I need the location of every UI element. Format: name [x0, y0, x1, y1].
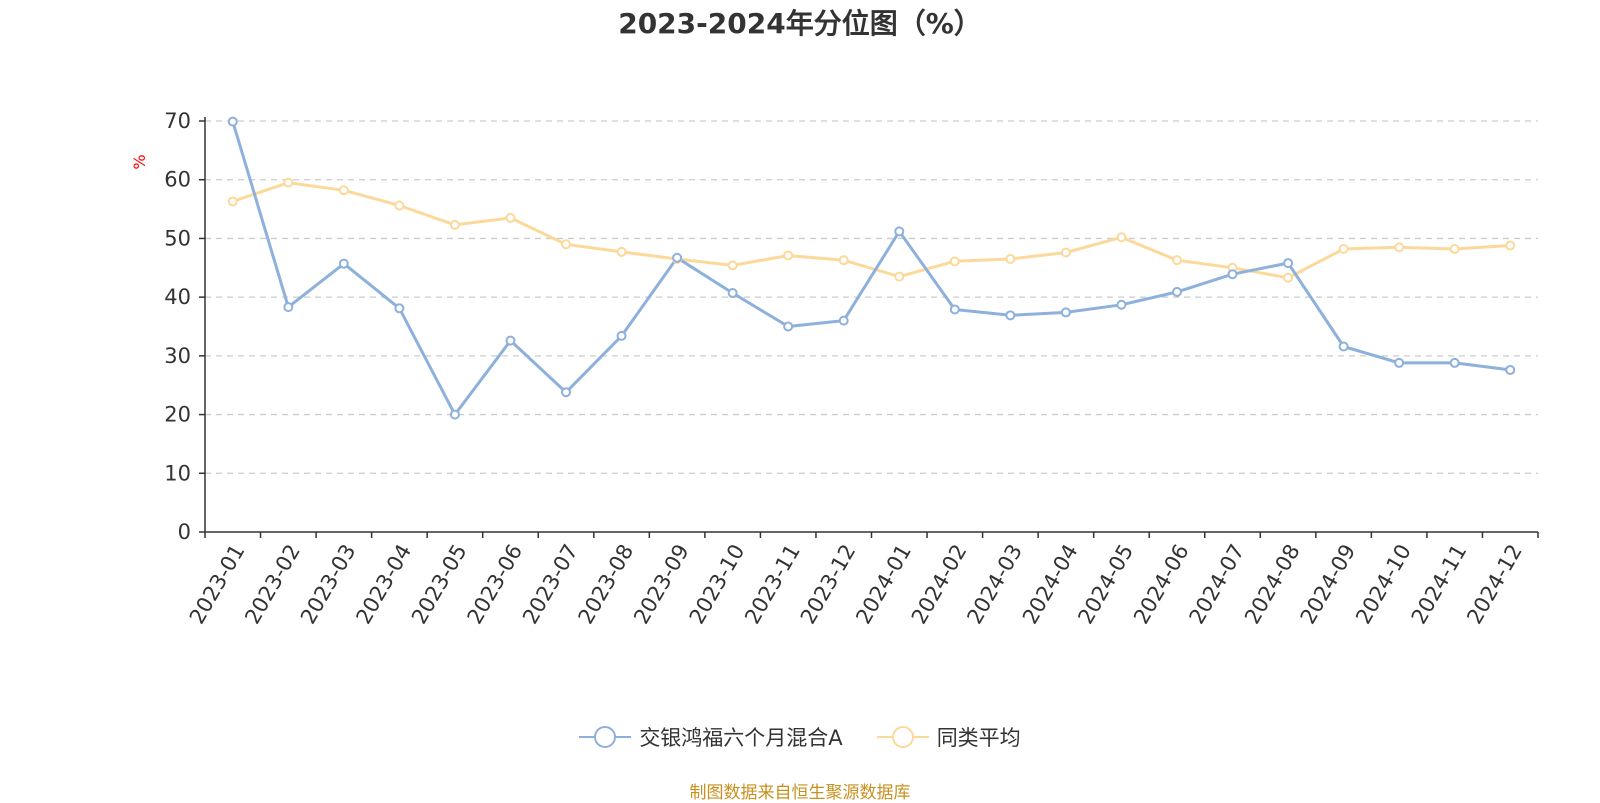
data-point-series-2[interactable] [1449, 243, 1460, 254]
data-point-series-1[interactable] [672, 252, 683, 263]
data-point-series-2[interactable] [449, 219, 460, 230]
data-point-series-2[interactable] [727, 260, 738, 271]
legend-item-series-1[interactable]: 交银鸿福六个月混合A [579, 722, 843, 752]
data-point-series-1[interactable] [283, 302, 294, 313]
x-tick-label: 2023-11 [740, 540, 805, 628]
x-tick-label: 2024-03 [962, 540, 1027, 628]
data-point-series-2[interactable] [838, 255, 849, 266]
x-tick-label: 2024-08 [1240, 540, 1305, 628]
x-tick-label: 2024-02 [907, 540, 972, 628]
data-point-series-1[interactable] [894, 226, 905, 237]
data-point-series-1[interactable] [227, 116, 238, 127]
data-point-series-2[interactable] [616, 246, 627, 257]
x-tick-label: 2024-10 [1351, 540, 1416, 628]
data-point-series-2[interactable] [1060, 247, 1071, 258]
data-point-series-2[interactable] [1171, 255, 1182, 266]
x-tick-label: 2024-07 [1185, 540, 1250, 628]
x-tick-label: 2023-03 [296, 540, 361, 628]
x-tick-label: 2023-04 [351, 540, 416, 628]
x-tick-label: 2024-05 [1073, 540, 1138, 628]
x-tick-label: 2024-01 [851, 540, 916, 628]
data-point-series-2[interactable] [394, 200, 405, 211]
data-point-series-1[interactable] [1005, 310, 1016, 321]
data-point-series-1[interactable] [1171, 286, 1182, 297]
data-point-series-1[interactable] [1116, 299, 1127, 310]
y-tick-label: 60 [164, 168, 191, 192]
x-tick-label: 2024-12 [1462, 540, 1527, 628]
x-tick-label: 2023-09 [629, 540, 694, 628]
data-point-series-1[interactable] [1394, 357, 1405, 368]
legend: 交银鸿福六个月混合A 同类平均 [0, 722, 1600, 752]
data-point-series-2[interactable] [561, 239, 572, 250]
data-point-series-1[interactable] [1227, 269, 1238, 280]
data-point-series-1[interactable] [838, 315, 849, 326]
data-point-series-1[interactable] [1283, 258, 1294, 269]
data-point-series-2[interactable] [1005, 253, 1016, 264]
data-point-series-1[interactable] [449, 409, 460, 420]
data-point-series-1[interactable] [949, 304, 960, 315]
x-tick-label: 2024-11 [1407, 540, 1472, 628]
x-tick-label: 2023-02 [240, 540, 305, 628]
data-point-series-1[interactable] [338, 258, 349, 269]
y-tick-label: 70 [164, 109, 191, 133]
data-point-series-2[interactable] [505, 212, 516, 223]
data-point-series-2[interactable] [894, 271, 905, 282]
series-line-2 [232, 181, 1511, 280]
y-axis-label: % [130, 154, 149, 169]
legend-label-series-1: 交银鸿福六个月混合A [639, 726, 843, 750]
x-tick-label: 2023-05 [407, 540, 472, 628]
legend-symbol-series-1-icon [579, 723, 632, 751]
axes: 0102030405060702023-012023-022023-032023… [164, 109, 1539, 628]
data-point-series-1[interactable] [783, 321, 794, 332]
data-point-series-2[interactable] [949, 256, 960, 267]
data-point-series-2[interactable] [1283, 272, 1294, 283]
legend-label-series-2: 同类平均 [936, 726, 1021, 750]
data-point-series-1[interactable] [505, 335, 516, 346]
source-note: 制图数据来自恒生聚源数据库 [689, 783, 911, 803]
grid-lines [205, 120, 1538, 474]
data-point-series-1[interactable] [1060, 307, 1071, 318]
data-point-series-1[interactable] [1505, 364, 1516, 375]
line-chart: 0102030405060702023-012023-022023-032023… [130, 109, 1539, 628]
legend-item-series-2[interactable]: 同类平均 [876, 722, 1021, 752]
data-point-series-2[interactable] [1505, 240, 1516, 251]
y-tick-label: 20 [164, 403, 191, 427]
data-point-series-2[interactable] [783, 250, 794, 261]
data-point-series-1[interactable] [727, 288, 738, 299]
y-tick-label: 50 [164, 226, 191, 250]
data-point-series-1[interactable] [394, 303, 405, 314]
data-point-series-2[interactable] [1116, 232, 1127, 243]
data-point-series-2[interactable] [1338, 243, 1349, 254]
y-tick-label: 30 [164, 344, 191, 368]
y-tick-label: 40 [164, 285, 191, 309]
y-tick-label: 10 [164, 461, 191, 485]
x-tick-label: 2024-04 [1018, 540, 1083, 628]
y-tick-label: 0 [178, 520, 191, 544]
data-point-series-1[interactable] [616, 330, 627, 341]
series-line-1 [231, 121, 1511, 417]
x-tick-label: 2023-01 [185, 540, 250, 628]
x-tick-label: 2023-10 [685, 540, 750, 628]
data-point-series-1[interactable] [561, 387, 572, 398]
x-tick-label: 2024-06 [1129, 540, 1194, 628]
legend-symbol-series-2-icon [876, 723, 929, 751]
data-point-series-2[interactable] [283, 177, 294, 188]
data-point-series-2[interactable] [1394, 242, 1405, 253]
series [227, 116, 1516, 420]
x-tick-label: 2023-08 [574, 540, 639, 628]
x-tick-label: 2024-09 [1296, 540, 1361, 628]
x-tick-label: 2023-07 [518, 540, 583, 628]
data-point-series-1[interactable] [1449, 357, 1460, 368]
x-tick-label: 2023-12 [796, 540, 861, 628]
x-tick-label: 2023-06 [463, 540, 528, 628]
data-point-series-2[interactable] [338, 185, 349, 196]
data-point-series-2[interactable] [227, 196, 238, 207]
chart-title: 2023-2024年分位图（%） [618, 7, 982, 40]
data-point-series-1[interactable] [1338, 341, 1349, 352]
